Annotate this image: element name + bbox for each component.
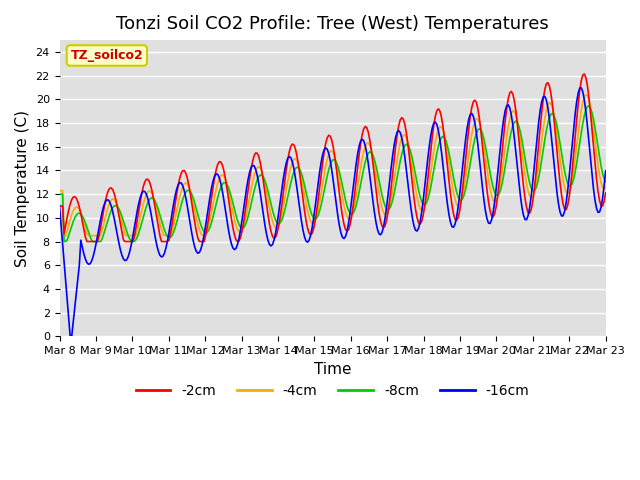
Title: Tonzi Soil CO2 Profile: Tree (West) Temperatures: Tonzi Soil CO2 Profile: Tree (West) Temp…: [116, 15, 549, 33]
Y-axis label: Soil Temperature (C): Soil Temperature (C): [15, 110, 30, 267]
Text: TZ_soilco2: TZ_soilco2: [70, 49, 143, 62]
X-axis label: Time: Time: [314, 361, 351, 377]
Legend: -2cm, -4cm, -8cm, -16cm: -2cm, -4cm, -8cm, -16cm: [130, 378, 535, 404]
